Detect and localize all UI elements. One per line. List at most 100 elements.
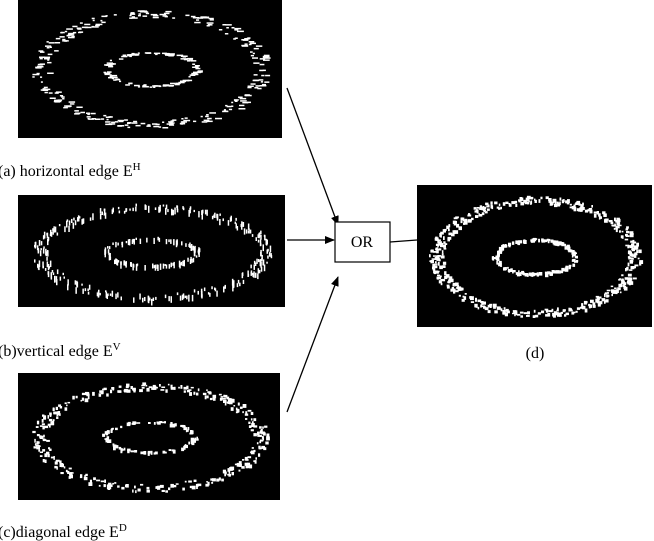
edge-pixel <box>532 239 535 243</box>
edge-pixel <box>114 14 117 16</box>
edge-pixel <box>211 286 213 289</box>
edge-pixel <box>117 125 124 127</box>
edge-pixel <box>566 266 568 268</box>
edge-pixel <box>510 204 512 206</box>
edge-pixel <box>497 207 500 209</box>
edge-pixel <box>66 221 68 228</box>
edge-pixel <box>625 245 627 247</box>
edge-pixel <box>60 472 63 474</box>
edge-pixel <box>259 426 262 429</box>
edge-pixel <box>616 226 619 228</box>
edge-pixel <box>201 289 203 292</box>
edge-pixel <box>248 274 250 277</box>
edge-pixel <box>248 224 250 230</box>
edge-pixel <box>581 303 583 307</box>
edge-pixel <box>475 298 477 302</box>
edge-pixel <box>189 208 191 213</box>
edge-pixel <box>124 211 126 214</box>
edge-pixel <box>233 280 235 284</box>
edge-pixel <box>265 75 270 77</box>
edge-pixel <box>435 261 437 263</box>
edge-pixel <box>108 66 113 68</box>
edge-pixel <box>187 258 189 262</box>
edge-pixel <box>196 484 199 487</box>
edge-pixel <box>573 312 576 314</box>
edge-pixel <box>183 56 186 58</box>
edge-pixel <box>604 300 606 304</box>
edge-pixel <box>45 92 48 94</box>
edge-pixel <box>454 221 457 224</box>
edge-pixel <box>243 39 249 41</box>
edge-pixel <box>191 73 197 75</box>
edge-pixel <box>539 272 543 276</box>
edge-pixel <box>528 201 530 203</box>
edge-pixel <box>184 260 186 267</box>
edge-pixel <box>70 103 75 105</box>
edge-pixel <box>153 298 155 301</box>
edge-pixel <box>468 219 472 221</box>
edge-pixel <box>493 307 496 309</box>
edge-pixel <box>203 17 209 19</box>
edge-pixel <box>245 414 248 416</box>
edge-pixel <box>61 96 64 98</box>
edge-pixel <box>561 268 564 271</box>
edge-pixel <box>76 281 78 286</box>
edge-pixel <box>171 385 173 389</box>
edge-pixel <box>625 239 629 241</box>
edge-pixel <box>47 62 51 64</box>
edge-pixel <box>439 243 443 246</box>
edge-pixel <box>104 72 107 74</box>
edge-pixel <box>67 402 70 404</box>
edge-pixel <box>84 477 88 480</box>
edge-pixel <box>560 198 562 201</box>
edge-pixel <box>56 407 58 410</box>
edge-pixel <box>221 479 224 482</box>
edge-pixel <box>60 95 63 97</box>
edge-pixel <box>51 232 53 237</box>
edge-pixel <box>109 253 111 258</box>
edge-pixel <box>251 270 253 274</box>
edge-pixel <box>170 484 174 488</box>
edge-pixel <box>157 486 160 490</box>
edge-pixel <box>195 68 200 70</box>
edge-pixel <box>148 206 150 209</box>
edge-pixel <box>131 122 137 124</box>
edge-pixel <box>572 264 575 267</box>
edge-pixel <box>165 11 171 13</box>
edge-pixel <box>35 242 37 248</box>
edge-pixel <box>433 255 437 256</box>
caption-text: (c)diagonal edge E <box>0 524 119 541</box>
edge-pixel <box>271 255 273 258</box>
edge-pixel <box>585 309 588 313</box>
caption-superscript: V <box>113 341 121 353</box>
edge-pixel <box>117 292 119 297</box>
edge-pixel <box>182 295 184 301</box>
edge-pixel <box>225 105 227 107</box>
edge-pixel <box>638 250 642 254</box>
edge-pixel <box>488 204 490 206</box>
edge-pixel <box>142 387 145 389</box>
edge-pixel <box>447 237 450 241</box>
edge-pixel <box>541 311 544 314</box>
edge-pixel <box>112 428 114 430</box>
edge-pixel <box>148 422 151 424</box>
edge-pixel <box>142 298 144 303</box>
edge-pixel <box>144 297 146 301</box>
edge-pixel <box>196 255 198 257</box>
edge-pixel <box>239 283 241 287</box>
edge-pixel <box>228 474 231 476</box>
edge-pixel <box>534 310 536 313</box>
edge-pixel <box>599 297 602 299</box>
edge-pixel <box>439 266 441 269</box>
edge-pixel <box>247 102 251 104</box>
edge-pixel <box>119 211 121 214</box>
edge-pixel <box>247 463 250 466</box>
edge-pixel <box>258 432 260 434</box>
edge-pixel <box>626 228 629 230</box>
edge-pixel <box>43 88 46 90</box>
edge-pixel <box>207 118 212 120</box>
edge-pixel <box>628 274 632 277</box>
edge-pixel <box>242 411 244 413</box>
edge-pixel <box>168 296 170 301</box>
edge-pixel <box>181 262 183 266</box>
